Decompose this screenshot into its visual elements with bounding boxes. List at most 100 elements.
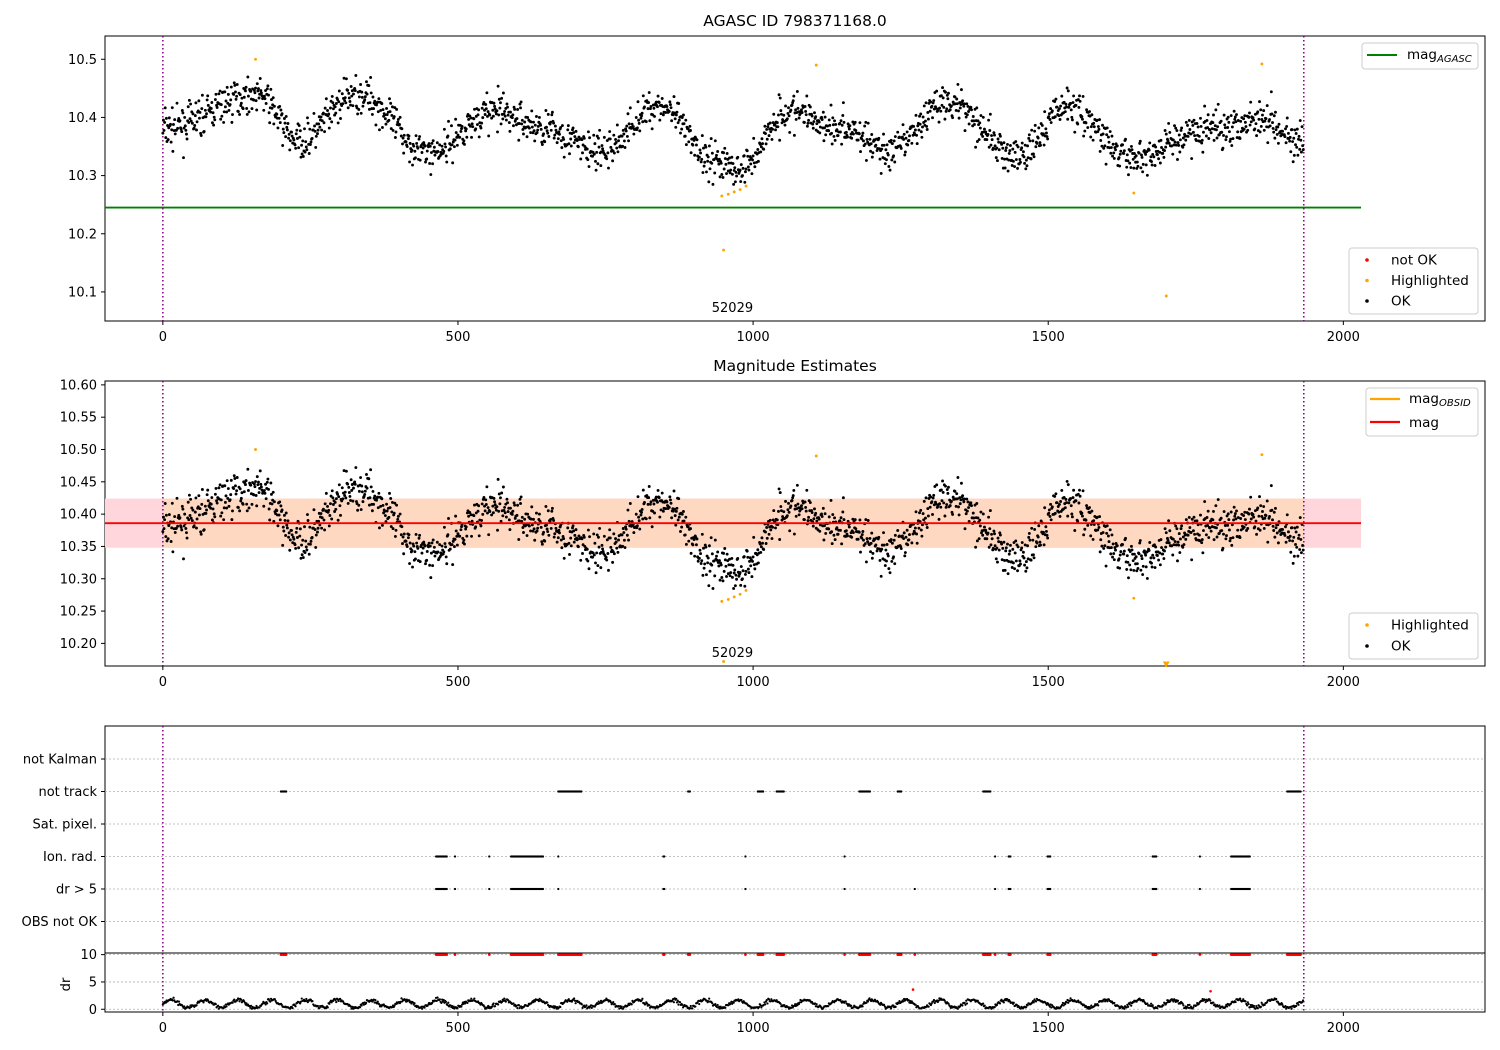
ok-point [456,133,460,137]
ok-point [892,154,896,158]
ok-point [1201,150,1205,154]
ok-point [907,139,911,142]
ok-point [742,154,746,158]
ok-point [166,537,170,541]
ok-point [1224,138,1228,142]
ok-point [1293,526,1297,530]
obsid-label: 52029 [712,301,753,316]
ok-point [1153,164,1157,167]
ok-point [644,517,648,521]
ok-point [1033,123,1037,127]
ok-point [415,541,419,545]
ok-point [425,149,429,153]
ok-point [422,540,426,544]
ok-point [517,538,521,541]
ok-point [313,528,317,531]
ok-point [233,90,237,94]
ok-point [1212,509,1215,513]
dr-point [567,998,570,1001]
ok-point [1141,564,1145,568]
ok-point [846,135,849,139]
dr-point [456,1006,459,1010]
ok-point [771,121,775,125]
ok-point [429,151,433,154]
ok-point [402,133,406,137]
ok-point [751,559,754,563]
ok-point [860,536,864,540]
ok-point [594,159,597,163]
ok-point [532,120,535,124]
ok-point [1002,141,1006,145]
ok-point [730,575,734,579]
ok-point [638,527,642,531]
ok-point [903,153,907,157]
ok-point [520,519,524,523]
ok-point [394,130,398,134]
ok-point [394,528,398,532]
ok-point [728,557,731,561]
ok-point [723,558,727,562]
legend-mag-agasc-label: magAGASC [1407,47,1472,65]
ok-point [1104,162,1108,166]
ok-point [870,556,874,560]
ok-point [698,148,702,152]
ok-point [423,544,427,548]
ok-point [908,134,911,138]
ok-point [1144,565,1148,569]
ok-point [653,511,656,515]
ok-point [553,124,557,128]
ok-point [1014,140,1018,144]
agasc-frame [104,35,1486,322]
ok-point [756,148,760,151]
ok-point [288,139,292,143]
ok-point [842,120,846,124]
ok-point [1144,553,1148,557]
ok-point [385,502,388,506]
ok-point [941,479,945,483]
ok-point [811,524,815,528]
ok-point [377,491,381,495]
ok-point [1125,554,1129,558]
dr-point [590,1006,593,1010]
dr-point [211,1001,214,1005]
ok-point [1014,539,1018,543]
dr-point [378,1003,381,1006]
ok-point [643,105,646,109]
ok-point [850,535,854,539]
ok-point [733,584,737,588]
ok-point [1016,145,1020,149]
dr-point [500,1000,504,1003]
ok-point [456,532,460,536]
ok-point [1001,546,1005,550]
ok-point [928,505,932,509]
ok-point [1195,122,1199,125]
ok-point [330,94,334,98]
ok-point [450,124,453,128]
ok-point [1111,542,1115,546]
ok-point [319,512,323,515]
ok-point [531,529,535,533]
ok-point [904,535,908,539]
dr-point [694,1005,697,1008]
ok-point [553,532,557,536]
ok-point [224,99,228,103]
ok-point [635,126,639,130]
ok-point [632,531,636,535]
ok-point [249,89,253,93]
ok-point [1232,121,1236,125]
ok-point [1190,517,1194,521]
ok-point [271,96,275,100]
ok-point [369,485,373,489]
ok-point [497,97,501,101]
ok-point [303,525,306,529]
ok-point [388,110,392,114]
ok-point [1039,143,1042,147]
ok-point [1207,137,1211,140]
ok-point [1054,97,1058,101]
ok-point [1048,514,1052,518]
ok-point [1296,153,1300,157]
ok-point [1270,508,1274,512]
ok-point [847,127,851,131]
ok-point [951,512,955,516]
ok-point [1252,515,1256,519]
